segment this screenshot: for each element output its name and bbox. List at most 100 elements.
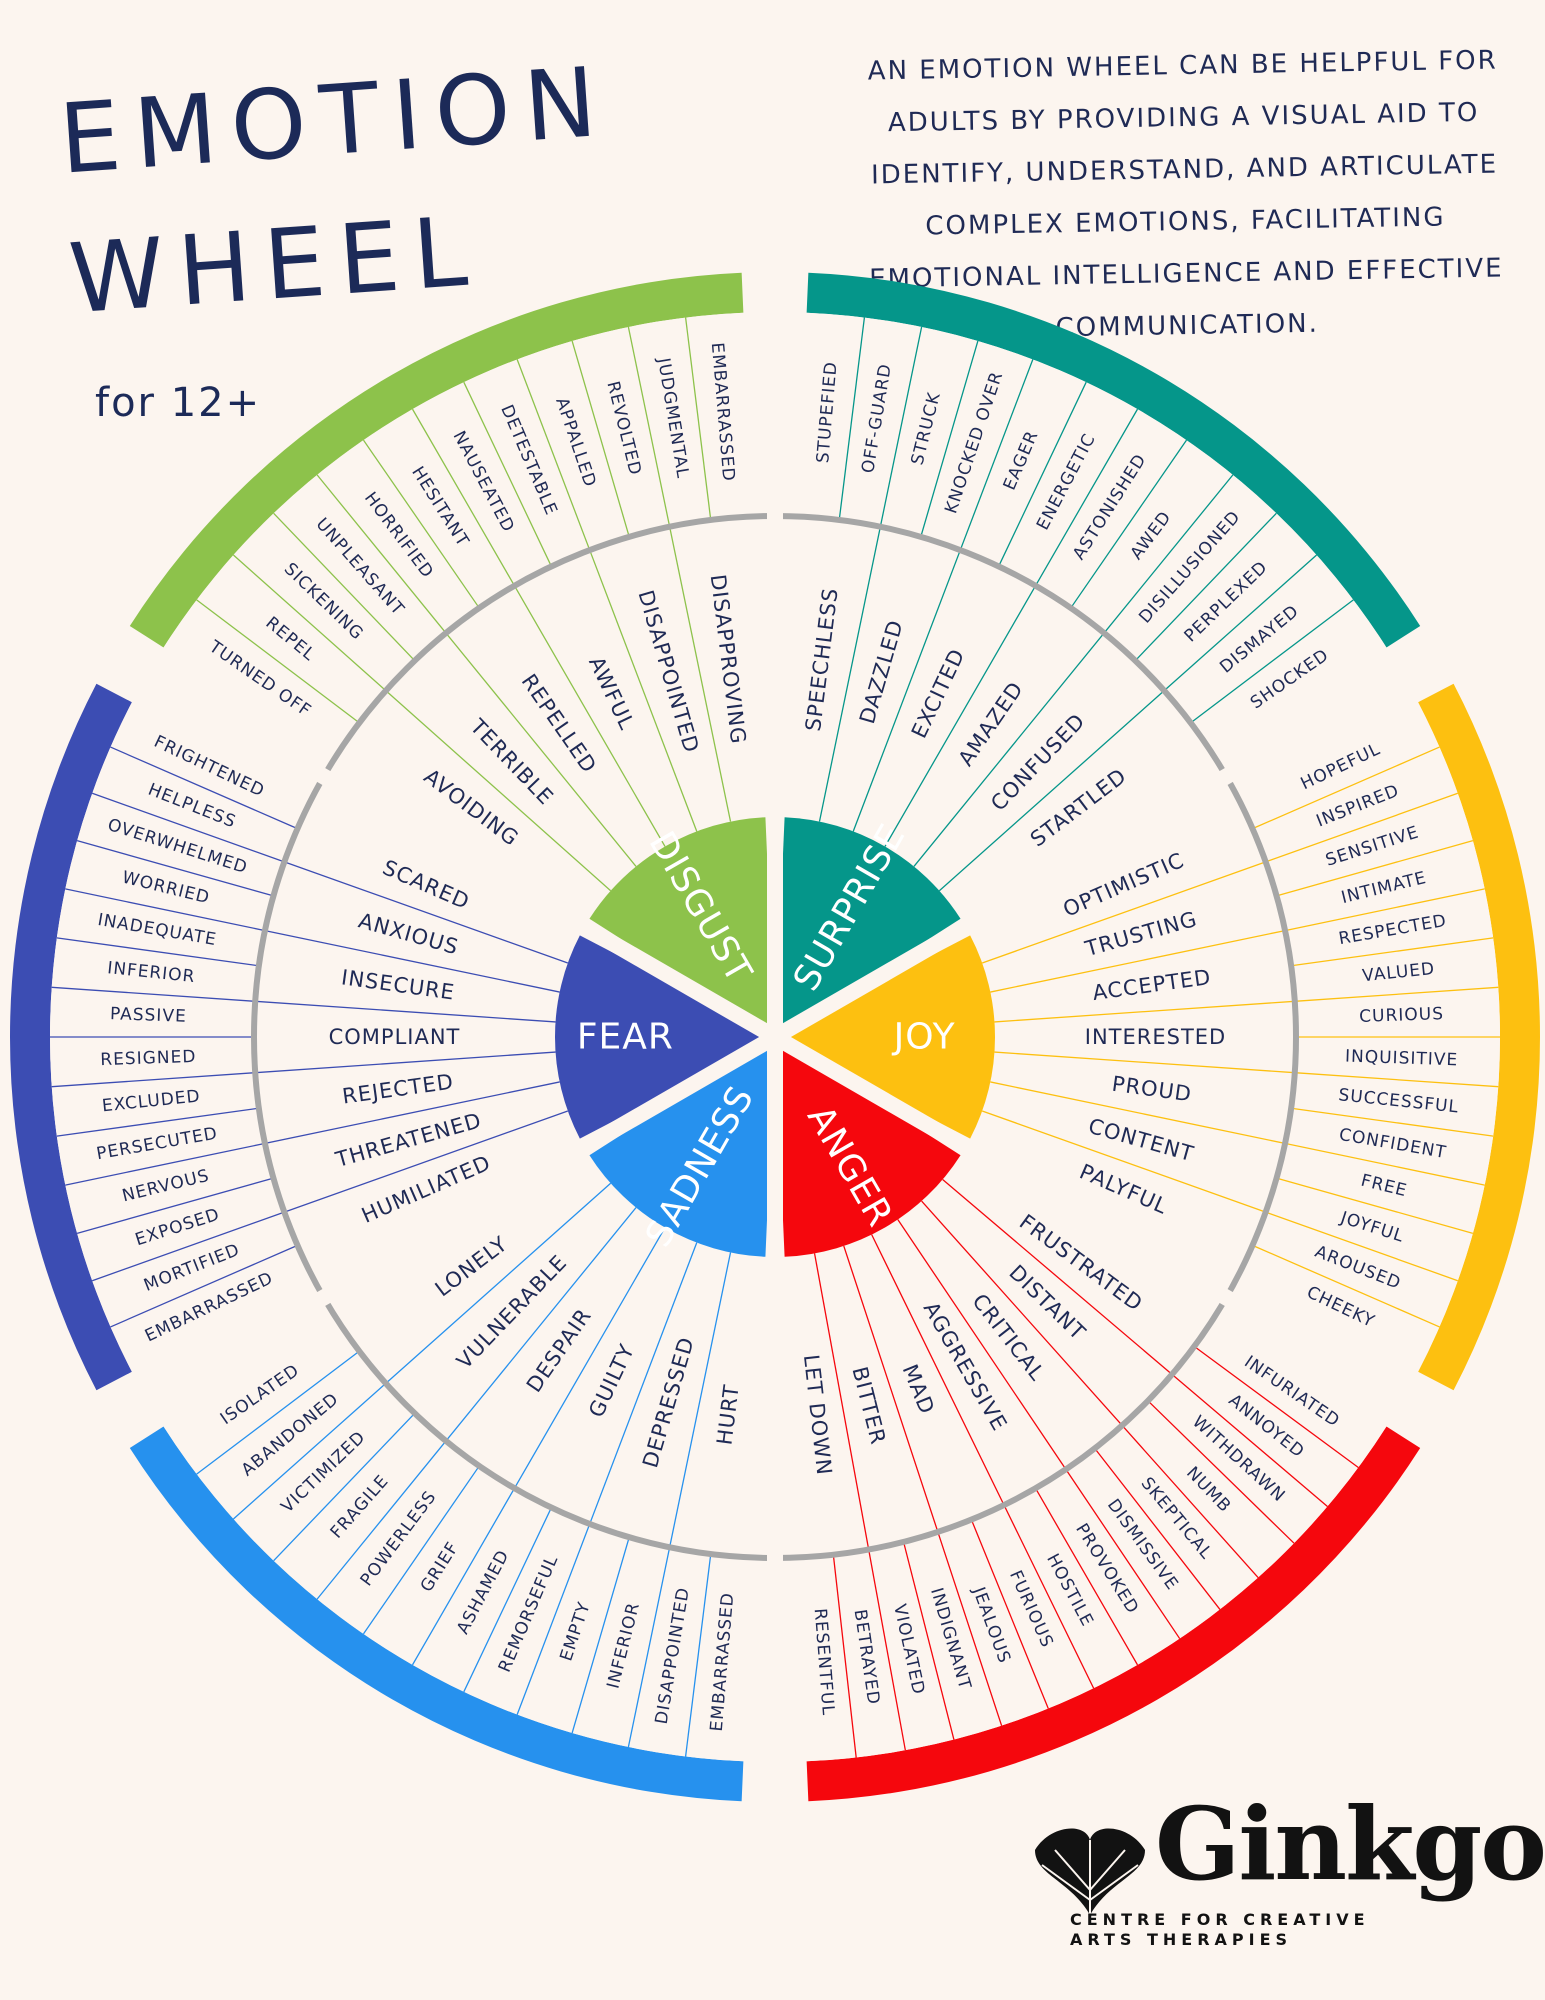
fear-outer-divider [65, 1142, 266, 1186]
disgust-middle-divider [513, 585, 666, 847]
anger-outer-divider [832, 1554, 857, 1758]
sadness-middle-divider [445, 1207, 637, 1442]
joy-outer-divider [1294, 986, 1499, 1002]
disgust-outer-divider [196, 599, 360, 724]
fear-outer-divider [91, 1211, 285, 1282]
joy-outer-divider [1265, 792, 1459, 863]
surprise-middle-divider [938, 690, 1165, 892]
anger-outer-divider [937, 1531, 1003, 1726]
outer-emotion-label: PASSIVE [110, 1004, 187, 1027]
disgust-middle-divider [445, 632, 637, 867]
core-emotion-label: JOY [892, 1017, 956, 1058]
fear-middle-divider [284, 1110, 569, 1213]
disgust-middle-divider [669, 526, 732, 822]
sadness-outer-band [129, 1426, 744, 1802]
surprise-outer-divider [920, 340, 979, 537]
sadness-core-wedge [589, 1037, 775, 1257]
surprise-middle-divider [913, 632, 1105, 867]
anger-outer-divider [902, 1541, 955, 1740]
disgust-middle-divider [385, 690, 612, 892]
joy-middle-divider [990, 1081, 1286, 1145]
surprise-middle-divider [852, 549, 961, 832]
fear-outer-divider [76, 840, 274, 897]
anger-middle-divider [871, 1234, 1005, 1506]
joy-outer-divider [1252, 1244, 1440, 1328]
anger-outer-divider [1121, 1425, 1259, 1579]
core-gap [771, 915, 979, 1044]
fear-outer-divider [91, 792, 285, 863]
fear-middle-divider [264, 1081, 560, 1145]
sadness-outer-divider [684, 1553, 712, 1757]
disgust-outer-band [129, 272, 744, 648]
joy-outer-divider [1252, 746, 1440, 830]
sadness-outer-divider [463, 1507, 552, 1693]
joy-outer-divider [1294, 1072, 1499, 1088]
disgust-outer-divider [463, 381, 552, 567]
joy-middle-divider [981, 861, 1266, 964]
fear-outer-divider [110, 746, 298, 830]
surprise-outer-divider [959, 359, 1034, 551]
core-emotion-label: FEAR [577, 1017, 674, 1058]
disgust-outer-divider [411, 408, 516, 587]
fear-middle-divider [264, 929, 560, 993]
joy-middle-divider [981, 1110, 1266, 1213]
fear-outer-divider [65, 888, 266, 932]
sadness-outer-divider [232, 1382, 387, 1520]
joy-outer-divider [1276, 840, 1474, 897]
surprise-outer-band [806, 272, 1421, 648]
surprise-outer-divider [1190, 599, 1354, 724]
disgust-outer-divider [571, 340, 630, 537]
core-gap [571, 1030, 779, 1159]
sadness-outer-divider [411, 1487, 516, 1666]
joy-outer-divider [1291, 937, 1494, 967]
anger-core-wedge [775, 1037, 961, 1257]
fear-outer-divider [51, 1072, 256, 1088]
fear-outer-divider [76, 1177, 274, 1234]
sadness-outer-divider [571, 1537, 630, 1734]
outer-emotion-label: CURIOUS [1359, 1004, 1444, 1027]
joy-outer-divider [1276, 1177, 1474, 1234]
disgust-outer-divider [516, 359, 591, 551]
sadness-middle-divider [385, 1182, 612, 1384]
anger-outer-band [806, 1426, 1421, 1802]
sadness-outer-divider [516, 1523, 591, 1715]
middle-emotion-label: INTERESTED [1085, 1025, 1226, 1049]
anger-outer-divider [1003, 1504, 1095, 1689]
sector-gap [104, 1137, 593, 1429]
sadness-middle-divider [669, 1252, 732, 1548]
anger-outer-divider [1171, 1373, 1328, 1507]
joy-outer-divider [1284, 888, 1485, 932]
ginkgo-logo: Ginkgo CENTRE FOR CREATIVE ARTS THERAPIE… [1030, 1785, 1545, 1960]
anger-outer-divider [868, 1549, 906, 1751]
fear-outer-divider [51, 986, 256, 1002]
logo-name: Ginkgo [1155, 1785, 1545, 1903]
disgust-outer-divider [232, 554, 387, 692]
ginkgo-leaf-icon [1035, 1828, 1145, 1915]
joy-middle-divider [990, 929, 1286, 993]
surprise-middle-divider [818, 526, 881, 822]
surprise-outer-divider [838, 317, 866, 521]
fear-outer-divider [56, 1107, 259, 1137]
joy-outer-divider [1284, 1142, 1485, 1186]
fear-outer-divider [110, 1244, 298, 1328]
surprise-outer-divider [879, 326, 923, 527]
fear-middle-divider [255, 1051, 556, 1074]
anger-outer-divider [1065, 1468, 1181, 1639]
sadness-outer-divider [316, 1440, 447, 1600]
anger-outer-divider [1147, 1400, 1295, 1544]
disgust-outer-divider [627, 326, 671, 527]
middle-emotion-label: COMPLIANT [329, 1025, 461, 1049]
sadness-middle-divider [589, 1242, 698, 1525]
anger-outer-divider [970, 1519, 1049, 1709]
surprise-outer-divider [1134, 512, 1277, 662]
joy-core-wedge [775, 935, 995, 1139]
joy-middle-divider [994, 1051, 1295, 1074]
disgust-outer-divider [273, 512, 416, 662]
anger-middle-divider [942, 1178, 1173, 1375]
sector-gap [957, 645, 1446, 937]
disgust-outer-divider [684, 317, 712, 521]
disgust-outer-divider [316, 474, 447, 634]
anger-outer-divider [1193, 1345, 1359, 1469]
joy-middle-divider [994, 1000, 1295, 1023]
